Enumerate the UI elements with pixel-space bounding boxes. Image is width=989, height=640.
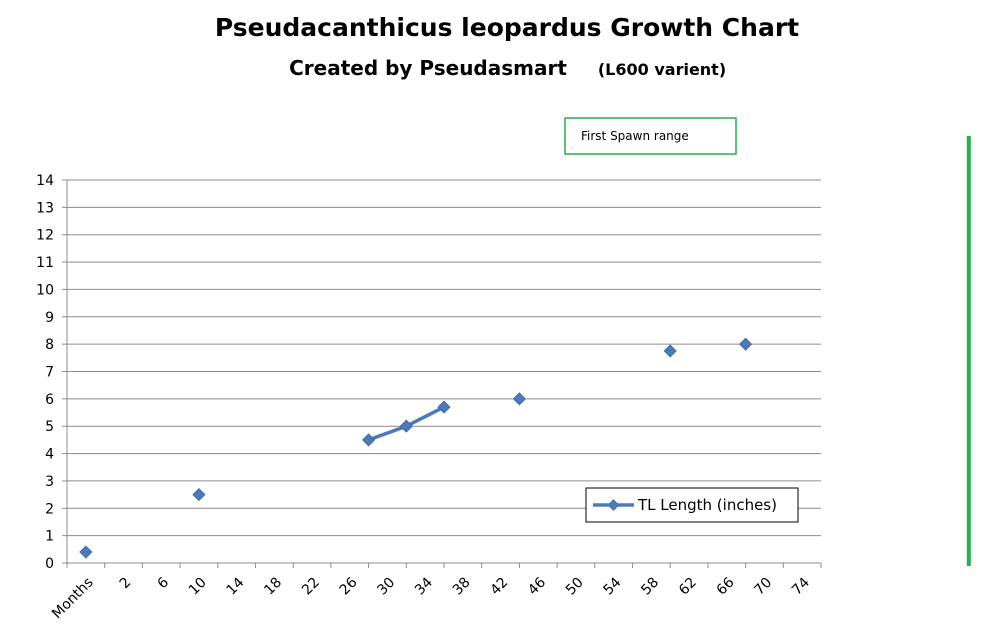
data-point [79,545,93,559]
x-tick-label: Months [49,575,97,623]
y-tick-label: 0 [45,556,54,572]
x-tick-label: 10 [186,575,210,599]
data-point [739,337,753,351]
legend: TL Length (inches) [585,487,799,523]
x-tick-label: 54 [601,574,625,598]
x-tick-label: 14 [224,574,248,598]
data-point [437,400,451,414]
y-tick-label: 12 [36,228,54,244]
x-tick-label: 70 [751,575,775,599]
x-tick-label: 34 [412,574,436,598]
data-point [399,419,413,433]
legend-label: TL Length (inches) [637,496,777,514]
x-tick-label: 50 [563,575,587,599]
x-tick-label: 62 [676,575,700,599]
spawn-range-label-box [564,117,737,155]
y-tick-label: 10 [36,282,54,298]
y-tick-label: 9 [45,310,54,326]
data-series [79,337,753,559]
chart-subtitle-note: (L600 varient) [598,60,726,79]
y-tick-label: 8 [45,337,54,353]
y-tick-label: 4 [45,447,54,463]
x-tick-label: 2 [117,575,135,593]
x-tick-label: 18 [261,575,285,599]
spawn-range-label: First Spawn range [581,129,689,143]
x-tick-label: 66 [714,574,738,598]
x-tick-label: 26 [337,574,361,598]
y-tick-label: 5 [45,419,54,435]
gridlines [67,179,821,537]
x-axis-ticks: Months 2 6 10 14 18 22 26 30 34 38 42 46 50 54 58 62 66 70… [49,563,822,623]
legend-marker [607,499,620,511]
y-tick-label: 11 [36,255,54,271]
x-tick-label: 6 [154,574,172,592]
x-tick-label: 58 [638,575,662,599]
x-tick-label: 74 [789,574,813,598]
x-tick-label: 22 [299,575,323,599]
x-tick-label: 42 [487,575,511,599]
x-tick-label: 46 [525,574,549,598]
y-tick-label: 13 [36,200,54,216]
y-tick-label: 1 [45,529,54,545]
x-tick-label: 30 [374,575,398,599]
x-tick-label: 38 [450,575,474,599]
first-spawn-range: First Spawn range [564,117,971,566]
data-point [362,433,376,447]
chart-subtitle: Created by Pseudasmart [289,56,567,80]
data-point [192,488,206,502]
y-tick-label: 2 [45,501,54,517]
y-tick-label: 14 [36,173,54,189]
chart-title: Pseudacanthicus leopardus Growth Chart [215,13,799,42]
data-point [512,392,526,406]
y-tick-label: 3 [45,474,54,490]
y-tick-label: 7 [45,365,54,381]
data-point [663,344,677,358]
y-tick-label: 6 [45,392,54,408]
